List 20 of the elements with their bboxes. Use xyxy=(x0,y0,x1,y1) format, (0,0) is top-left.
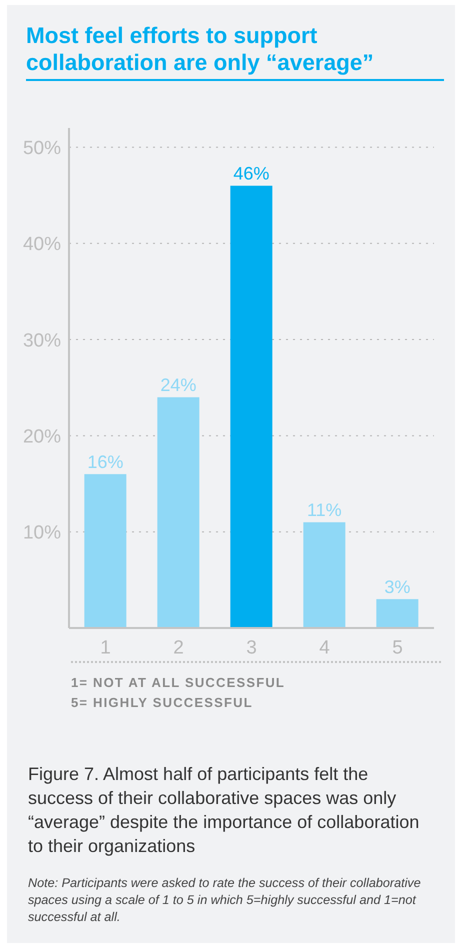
x-tick-label: 1 xyxy=(100,637,111,658)
x-tick-label: 5 xyxy=(392,637,403,658)
data-label: 3% xyxy=(384,577,410,598)
data-label: 11% xyxy=(306,500,342,520)
bar xyxy=(376,599,418,628)
bar xyxy=(84,474,126,628)
text: Note: Participants were asked to rate the success of their collaborative spaces using a scale of 1 to 5 in which 5=highly successful and 1=not successful at all. xyxy=(28,875,422,926)
chart-title: Most feel efforts to support collaboration are only “average” xyxy=(26,22,444,81)
bar xyxy=(303,522,346,628)
data-label: 24% xyxy=(160,375,196,396)
x-tick-label: 3 xyxy=(246,637,257,658)
x-tick-label: 4 xyxy=(319,637,330,658)
text: 5= HIGHLY SUCCESSFUL xyxy=(71,695,253,710)
data-label: 16% xyxy=(87,452,124,472)
bar xyxy=(157,397,200,628)
bar xyxy=(230,186,272,628)
caption: Figure 7. Almost half of participants felt the success of their collaborative spaces was only “average” despite the importance of collaboration to their organizations xyxy=(28,763,420,858)
data-label: 46% xyxy=(233,164,270,184)
x-tick-label: 2 xyxy=(173,637,184,658)
text: 1= NOT AT ALL SUCCESSFUL xyxy=(71,675,286,690)
